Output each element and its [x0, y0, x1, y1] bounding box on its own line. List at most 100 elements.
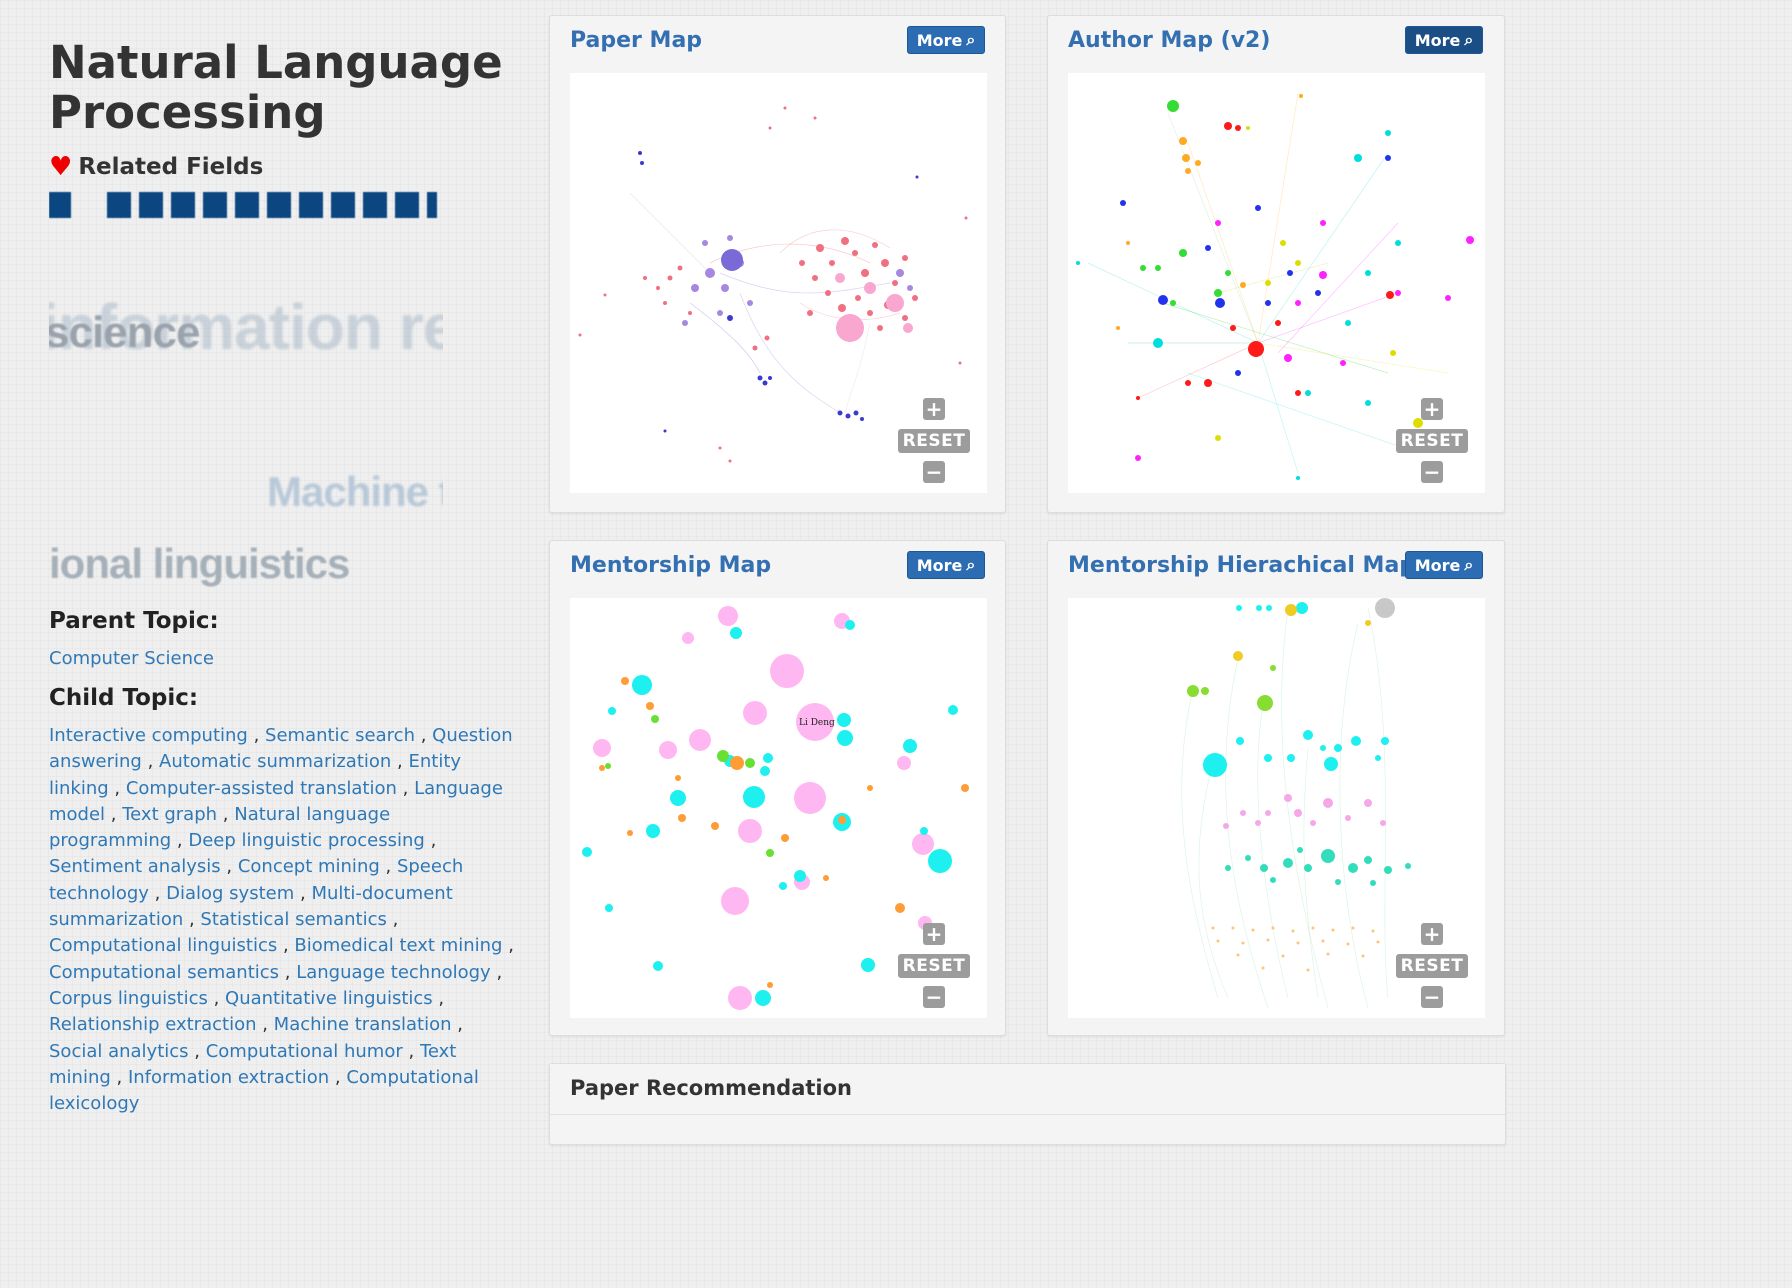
- separator: ,: [414, 725, 433, 746]
- separator: ,: [105, 803, 123, 825]
- separator: ,: [108, 777, 126, 799]
- mentorship-map-panel: Mentorship Map More ⌕: [549, 540, 1006, 1036]
- zoom-out-button[interactable]: −: [1421, 986, 1443, 1008]
- parent-topic-heading: Parent Topic:: [49, 608, 219, 634]
- separator: ,: [141, 751, 160, 773]
- child-topic-link[interactable]: Corpus linguistics: [49, 987, 208, 1009]
- author-map-panel: Author Map (v2) More ⌕ + RESET −: [1047, 15, 1505, 513]
- reset-button[interactable]: RESET: [898, 954, 970, 978]
- word-cloud-word[interactable]: Machine t: [267, 468, 443, 515]
- page-title: Natural Language Processing: [49, 36, 503, 139]
- child-topic-link[interactable]: Speech technology: [49, 856, 464, 904]
- child-topic-link[interactable]: Automatic summarization: [159, 751, 392, 773]
- child-topic-link[interactable]: Computational linguistics: [49, 935, 278, 957]
- child-topic-link[interactable]: Relationship extraction: [49, 1014, 257, 1036]
- more-button[interactable]: More ⌕: [907, 26, 985, 54]
- child-topic-list: Interactive computing , Semantic search …: [49, 723, 514, 1117]
- mentorship-hierarchical-map-canvas[interactable]: [1068, 598, 1485, 1018]
- child-topic-link[interactable]: Language technology: [296, 961, 491, 983]
- related-fields-word-cloud: information retrie science Machine t ion…: [49, 190, 443, 590]
- author-map-canvas[interactable]: [1068, 73, 1485, 493]
- separator: ,: [391, 751, 409, 773]
- more-label: More: [1414, 30, 1461, 50]
- child-topic-link[interactable]: Concept mining: [237, 856, 380, 878]
- zoom-out-button[interactable]: −: [923, 461, 945, 483]
- child-topic-link[interactable]: Machine translation: [273, 1014, 452, 1036]
- child-topic-link[interactable]: Text mining: [49, 1040, 457, 1088]
- zoom-in-button[interactable]: +: [923, 398, 945, 420]
- network-graph: [578, 106, 968, 463]
- separator: ,: [490, 961, 503, 983]
- mentorship-map-canvas[interactable]: Li Deng: [570, 598, 987, 1018]
- child-topic-link[interactable]: Multi-document summarization: [49, 882, 453, 931]
- separator: ,: [277, 935, 295, 957]
- parent-topic-link[interactable]: Computer Science: [49, 648, 214, 669]
- separator: ,: [148, 882, 167, 904]
- child-topic-link[interactable]: Statistical semantics: [200, 909, 387, 931]
- more-button[interactable]: More ⌕: [1405, 551, 1483, 579]
- more-label: More: [916, 555, 963, 575]
- more-button[interactable]: More ⌕: [1405, 26, 1483, 54]
- zoom-in-icon: ⌕: [1464, 555, 1474, 574]
- panel-title: Paper Recommendation: [570, 1076, 853, 1100]
- zoom-in-button[interactable]: +: [923, 923, 945, 945]
- panel-title: Author Map (v2): [1068, 28, 1271, 53]
- child-topic-link[interactable]: Computational semantics: [49, 961, 280, 983]
- panel-title: Mentorship Hierachical Map: [1068, 553, 1416, 578]
- child-topic-link[interactable]: Interactive computing: [49, 725, 248, 746]
- child-topic-link[interactable]: Language model: [49, 777, 503, 825]
- separator: ,: [279, 961, 297, 983]
- child-topic-link[interactable]: Semantic search: [265, 725, 415, 746]
- more-button[interactable]: More ⌕: [907, 551, 985, 579]
- zoom-out-button[interactable]: −: [1421, 461, 1443, 483]
- network-graph: Li Deng: [582, 606, 969, 1010]
- child-topic-link[interactable]: Computational humor: [205, 1040, 403, 1062]
- mentorship-hierarchical-map-panel: Mentorship Hierachical Map More ⌕: [1047, 540, 1505, 1036]
- child-topic-link[interactable]: Sentiment analysis: [49, 856, 221, 878]
- child-topic-link[interactable]: Computational lexicology: [49, 1066, 479, 1115]
- separator: ,: [188, 1040, 206, 1062]
- child-topic-link[interactable]: Text graph: [122, 803, 218, 825]
- child-topic-link[interactable]: Computer-assisted translation: [125, 777, 397, 799]
- heart-icon: ♥: [49, 152, 73, 182]
- separator: ,: [256, 1014, 274, 1036]
- reset-button[interactable]: RESET: [1396, 954, 1468, 978]
- child-topic-link[interactable]: Natural language programming: [49, 803, 391, 852]
- child-topic-link[interactable]: Social analytics: [49, 1040, 189, 1062]
- panel-header: [550, 1064, 1505, 1115]
- paper-map-panel: Paper Map More ⌕: [549, 15, 1006, 513]
- reset-button[interactable]: RESET: [1396, 429, 1468, 453]
- child-topic-link[interactable]: Information extraction: [127, 1066, 330, 1088]
- panel-title: Paper Map: [570, 28, 703, 53]
- more-label: More: [916, 30, 963, 50]
- zoom-in-button[interactable]: +: [1421, 923, 1443, 945]
- child-topic-link[interactable]: Biomedical text mining: [294, 935, 503, 957]
- child-topic-link[interactable]: Question answering: [49, 725, 513, 773]
- child-topic-link[interactable]: Dialog system: [166, 882, 295, 904]
- word-cloud-word[interactable]: information retrie: [49, 291, 443, 363]
- paper-map-canvas[interactable]: [570, 73, 987, 493]
- word-cloud-word[interactable]: ional linguistics: [49, 540, 350, 587]
- zoom-in-icon: ⌕: [1464, 30, 1474, 49]
- child-topic-link[interactable]: Entity linking: [49, 751, 462, 799]
- child-topic-link[interactable]: Quantitative linguistics: [225, 987, 433, 1009]
- child-topic-link[interactable]: Deep linguistic processing: [188, 830, 425, 852]
- paper-recommendation-panel: Paper Recommendation: [549, 1063, 1506, 1145]
- separator: ,: [402, 1040, 420, 1062]
- panel-title: Mentorship Map: [570, 553, 772, 578]
- separator: ,: [329, 1066, 347, 1088]
- node-label: Li Deng: [799, 718, 835, 728]
- zoom-in-button[interactable]: +: [1421, 398, 1443, 420]
- separator: ,: [247, 725, 266, 746]
- word-cloud-word[interactable]: science: [49, 308, 200, 357]
- separator: ,: [379, 856, 397, 878]
- separator: ,: [294, 882, 312, 904]
- reset-button[interactable]: RESET: [898, 429, 970, 453]
- separator: ,: [207, 987, 226, 1009]
- network-graph: [1076, 92, 1474, 480]
- separator: ,: [183, 909, 201, 931]
- word-cloud-bar: [49, 192, 437, 222]
- zoom-out-button[interactable]: −: [923, 986, 945, 1008]
- separator: ,: [502, 935, 514, 957]
- separator: ,: [424, 830, 437, 852]
